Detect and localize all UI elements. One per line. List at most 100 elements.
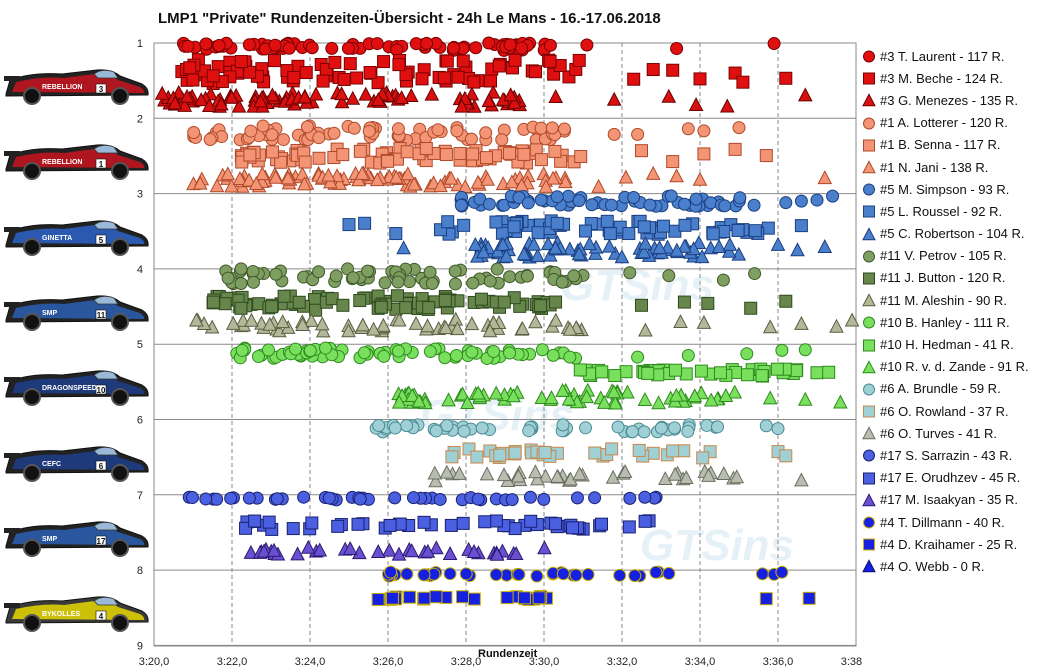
data-point	[733, 191, 747, 205]
data-point	[490, 243, 506, 258]
data-point	[759, 149, 773, 163]
data-point	[636, 244, 652, 259]
data-point	[251, 349, 265, 363]
data-point	[566, 521, 580, 535]
data-point	[694, 364, 708, 378]
data-point	[439, 148, 453, 162]
data-point	[573, 363, 587, 377]
series-20	[243, 539, 552, 561]
car-wing	[4, 603, 20, 609]
data-point	[493, 448, 507, 462]
x-tick-label: 3:22,0	[217, 656, 248, 668]
data-point	[604, 198, 618, 212]
data-point	[692, 171, 708, 186]
chart-title: LMP1 "Private" Rundenzeiten-Übersicht - …	[158, 10, 661, 27]
legend-item: #17 E. Orudhzev - 45 R.	[862, 467, 1048, 489]
data-point	[718, 199, 732, 213]
data-point	[256, 543, 272, 558]
wheel-icon	[23, 312, 41, 331]
data-point	[550, 216, 564, 230]
data-point	[794, 219, 808, 233]
data-point	[490, 262, 504, 276]
data-point	[361, 264, 375, 278]
data-point	[548, 312, 564, 327]
data-point	[736, 75, 750, 89]
y-tick-label: 4	[137, 264, 143, 276]
data-point	[342, 218, 356, 232]
data-point	[548, 89, 564, 103]
data-point	[295, 316, 310, 331]
legend-label: #11 J. Button - 120 R.	[880, 270, 1006, 286]
x-tick-label: 3:28,0	[451, 656, 482, 668]
wheel-icon	[23, 463, 41, 482]
data-point	[687, 388, 703, 403]
data-point	[620, 384, 635, 399]
data-point	[411, 393, 427, 408]
data-point	[363, 65, 377, 79]
legend-item: #5 M. Simpson - 93 R.	[862, 178, 1048, 200]
data-point	[358, 86, 374, 101]
data-point	[319, 341, 333, 355]
data-point	[535, 343, 549, 357]
data-point	[289, 342, 303, 356]
data-point	[336, 298, 350, 312]
data-point	[429, 540, 444, 555]
legend-marker-icon	[863, 50, 875, 63]
data-point	[242, 491, 256, 505]
data-point	[370, 544, 386, 559]
series-17	[427, 463, 809, 488]
data-point	[403, 87, 419, 102]
car-cockpit	[93, 220, 119, 229]
data-point	[329, 269, 343, 283]
data-point	[345, 90, 361, 105]
data-point	[388, 169, 404, 184]
car-livery	[12, 224, 145, 244]
data-point	[638, 490, 652, 504]
data-point	[797, 391, 813, 406]
data-point	[455, 590, 469, 604]
car-livery	[12, 74, 145, 93]
data-point	[548, 240, 563, 255]
wheel-icon	[111, 87, 129, 105]
data-point	[638, 235, 653, 250]
data-point	[628, 569, 642, 583]
series-21	[381, 565, 789, 583]
data-point	[637, 220, 651, 234]
data-point	[470, 450, 484, 464]
data-point	[627, 190, 641, 204]
data-point	[794, 315, 809, 330]
data-point	[438, 293, 452, 307]
legend-label: #6 O. Turves - 41 R.	[880, 425, 998, 441]
data-point	[508, 446, 522, 460]
data-point	[433, 492, 447, 506]
data-point	[443, 567, 457, 581]
data-point	[667, 466, 683, 481]
legend-marker-icon	[862, 293, 876, 307]
data-point	[678, 218, 692, 232]
car-livery-text: SMP	[42, 536, 58, 543]
data-point	[706, 227, 720, 241]
legend-item: #17 S. Sarrazin - 43 R.	[862, 444, 1048, 466]
data-point	[550, 190, 564, 204]
data-point	[540, 236, 556, 251]
data-point	[496, 467, 512, 482]
data-point	[508, 522, 522, 536]
data-point	[562, 241, 578, 256]
data-point	[478, 515, 492, 529]
data-point	[529, 65, 543, 79]
data-point	[488, 385, 504, 400]
data-point	[607, 395, 623, 410]
legend-label: #11 M. Aleshin - 90 R.	[880, 292, 1007, 308]
data-point	[790, 242, 805, 257]
data-point	[561, 391, 577, 406]
data-point	[549, 468, 565, 483]
data-points	[154, 36, 860, 606]
data-point	[506, 388, 521, 403]
data-point	[596, 394, 612, 409]
legend-label: #1 N. Jani - 138 R.	[880, 159, 989, 175]
data-point	[479, 126, 493, 140]
data-point	[645, 165, 661, 180]
data-point	[606, 91, 622, 106]
car-cockpit	[93, 597, 119, 606]
data-point	[489, 215, 503, 229]
